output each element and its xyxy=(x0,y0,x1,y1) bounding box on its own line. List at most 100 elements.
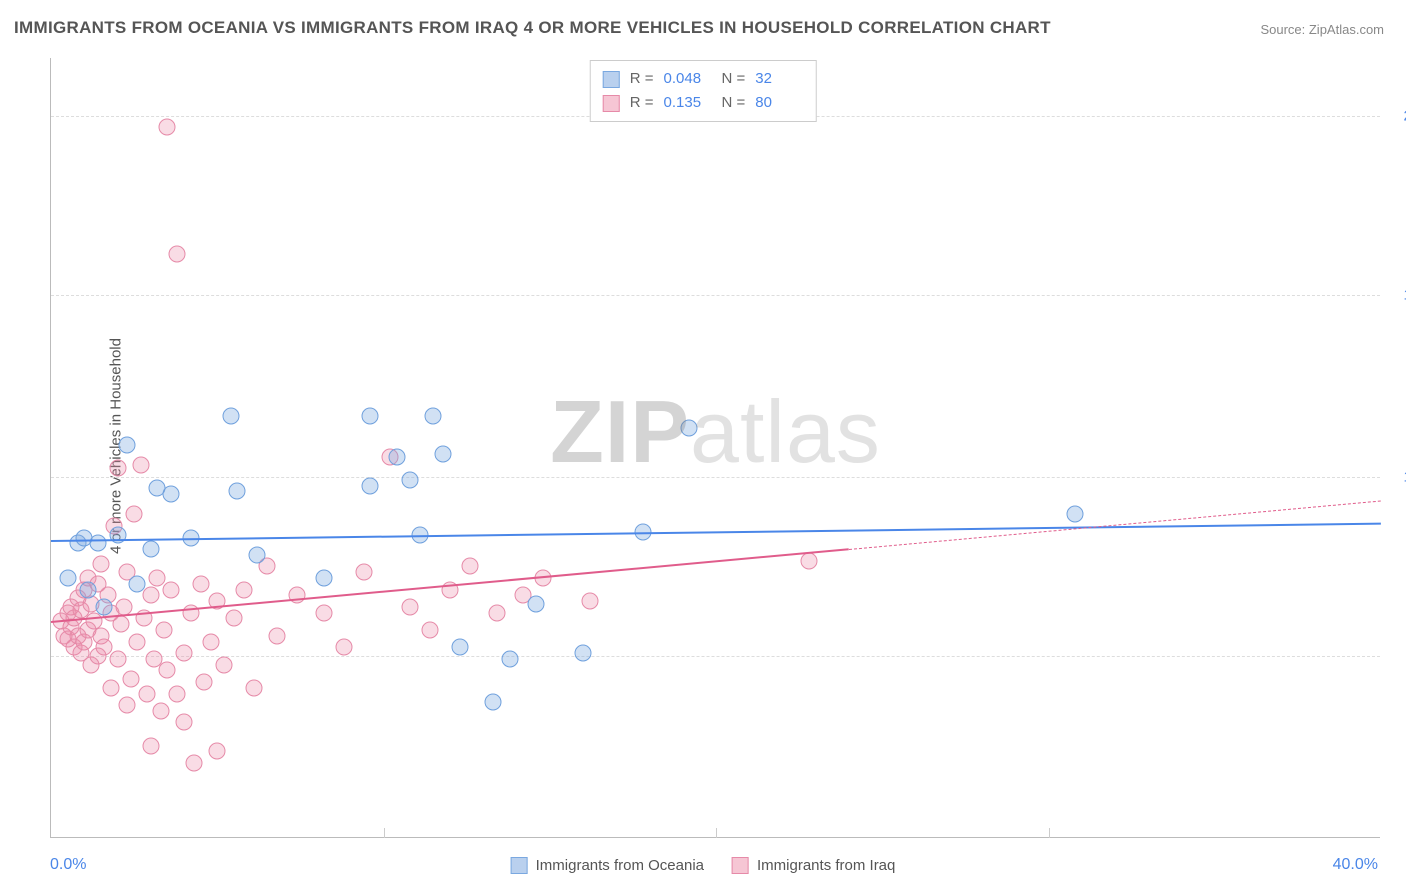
scatter-point-iraq xyxy=(209,743,226,760)
scatter-point-oceania xyxy=(89,535,106,552)
scatter-point-iraq xyxy=(169,246,186,263)
scatter-point-iraq xyxy=(119,697,136,714)
scatter-point-oceania xyxy=(59,570,76,587)
scatter-point-iraq xyxy=(169,685,186,702)
legend-stats-row-iraq: R = 0.135 N = 80 xyxy=(603,91,804,115)
legend-r-label: R = xyxy=(630,67,654,91)
legend-swatch xyxy=(603,95,620,112)
scatter-point-iraq xyxy=(215,656,232,673)
legend-r-value: 0.048 xyxy=(664,67,712,91)
scatter-point-oceania xyxy=(681,419,698,436)
scatter-point-iraq xyxy=(461,558,478,575)
scatter-point-iraq xyxy=(132,457,149,474)
scatter-point-iraq xyxy=(581,593,598,610)
watermark-zip: ZIP xyxy=(550,382,690,481)
legend-n-label: N = xyxy=(722,67,746,91)
scatter-point-oceania xyxy=(79,581,96,598)
scatter-point-oceania xyxy=(142,541,159,558)
scatter-point-iraq xyxy=(139,685,156,702)
scatter-point-oceania xyxy=(119,437,136,454)
watermark-atlas: atlas xyxy=(690,382,881,481)
legend-swatch xyxy=(511,857,528,874)
scatter-point-iraq xyxy=(109,650,126,667)
legend-series-item-iraq: Immigrants from Iraq xyxy=(732,857,895,874)
scatter-point-iraq xyxy=(335,639,352,656)
legend-n-label: N = xyxy=(722,91,746,115)
scatter-point-oceania xyxy=(528,596,545,613)
legend-swatch xyxy=(603,71,620,88)
scatter-point-oceania xyxy=(1067,506,1084,523)
scatter-point-oceania xyxy=(451,639,468,656)
scatter-point-oceania xyxy=(222,408,239,425)
scatter-point-iraq xyxy=(176,714,193,731)
legend-stats-row-oceania: R = 0.048 N = 32 xyxy=(603,67,804,91)
y-tick-label: 25.0% xyxy=(1386,107,1406,124)
scatter-point-iraq xyxy=(156,622,173,639)
chart-title: IMMIGRANTS FROM OCEANIA VS IMMIGRANTS FR… xyxy=(14,18,1051,38)
scatter-point-oceania xyxy=(575,645,592,662)
legend-stats: R = 0.048 N = 32 R = 0.135 N = 80 xyxy=(590,60,817,122)
scatter-point-iraq xyxy=(422,622,439,639)
scatter-point-iraq xyxy=(152,702,169,719)
scatter-point-oceania xyxy=(96,598,113,615)
scatter-point-iraq xyxy=(801,552,818,569)
legend-series-label: Immigrants from Iraq xyxy=(757,857,895,874)
legend-series: Immigrants from Oceania Immigrants from I… xyxy=(511,857,896,874)
legend-n-value: 80 xyxy=(755,91,803,115)
grid-line-h xyxy=(51,477,1380,478)
scatter-point-iraq xyxy=(159,662,176,679)
scatter-point-iraq xyxy=(122,671,139,688)
trend-line-oceania xyxy=(51,523,1381,542)
correlation-chart: IMMIGRANTS FROM OCEANIA VS IMMIGRANTS FR… xyxy=(0,0,1406,892)
legend-series-item-oceania: Immigrants from Oceania xyxy=(511,857,704,874)
plot-area: ZIPatlas 6.3%12.5%18.8%25.0% xyxy=(50,58,1380,838)
scatter-point-iraq xyxy=(195,674,212,691)
scatter-point-iraq xyxy=(109,460,126,477)
legend-n-value: 32 xyxy=(755,67,803,91)
scatter-point-iraq xyxy=(92,555,109,572)
scatter-point-iraq xyxy=(185,754,202,771)
scatter-point-iraq xyxy=(102,679,119,696)
scatter-point-iraq xyxy=(315,604,332,621)
scatter-point-oceania xyxy=(362,477,379,494)
legend-swatch xyxy=(732,857,749,874)
watermark: ZIPatlas xyxy=(550,381,881,483)
grid-tick-v xyxy=(384,828,385,838)
scatter-point-iraq xyxy=(142,737,159,754)
grid-line-h xyxy=(51,295,1380,296)
scatter-point-iraq xyxy=(235,581,252,598)
legend-r-value: 0.135 xyxy=(664,91,712,115)
scatter-point-iraq xyxy=(192,575,209,592)
scatter-point-iraq xyxy=(269,627,286,644)
scatter-point-iraq xyxy=(142,587,159,604)
scatter-point-oceania xyxy=(485,694,502,711)
scatter-point-oceania xyxy=(129,575,146,592)
scatter-point-iraq xyxy=(126,506,143,523)
scatter-point-iraq xyxy=(129,633,146,650)
source-attribution: Source: ZipAtlas.com xyxy=(1260,22,1384,37)
scatter-point-iraq xyxy=(162,581,179,598)
scatter-point-iraq xyxy=(225,610,242,627)
scatter-point-oceania xyxy=(229,483,246,500)
scatter-point-iraq xyxy=(245,679,262,696)
scatter-point-iraq xyxy=(402,598,419,615)
x-tick-max: 40.0% xyxy=(1333,856,1378,874)
scatter-point-oceania xyxy=(425,408,442,425)
legend-r-label: R = xyxy=(630,91,654,115)
scatter-point-iraq xyxy=(355,564,372,581)
scatter-point-iraq xyxy=(112,616,129,633)
grid-tick-v xyxy=(1049,828,1050,838)
scatter-point-oceania xyxy=(501,650,518,667)
y-tick-label: 12.5% xyxy=(1386,468,1406,485)
x-tick-min: 0.0% xyxy=(50,856,86,874)
scatter-point-oceania xyxy=(249,546,266,563)
legend-series-label: Immigrants from Oceania xyxy=(536,857,704,874)
scatter-point-iraq xyxy=(202,633,219,650)
scatter-point-iraq xyxy=(176,645,193,662)
scatter-point-oceania xyxy=(362,408,379,425)
y-tick-label: 6.3% xyxy=(1386,648,1406,665)
scatter-point-iraq xyxy=(159,119,176,136)
scatter-point-iraq xyxy=(488,604,505,621)
grid-line-h xyxy=(51,656,1380,657)
scatter-point-oceania xyxy=(435,445,452,462)
